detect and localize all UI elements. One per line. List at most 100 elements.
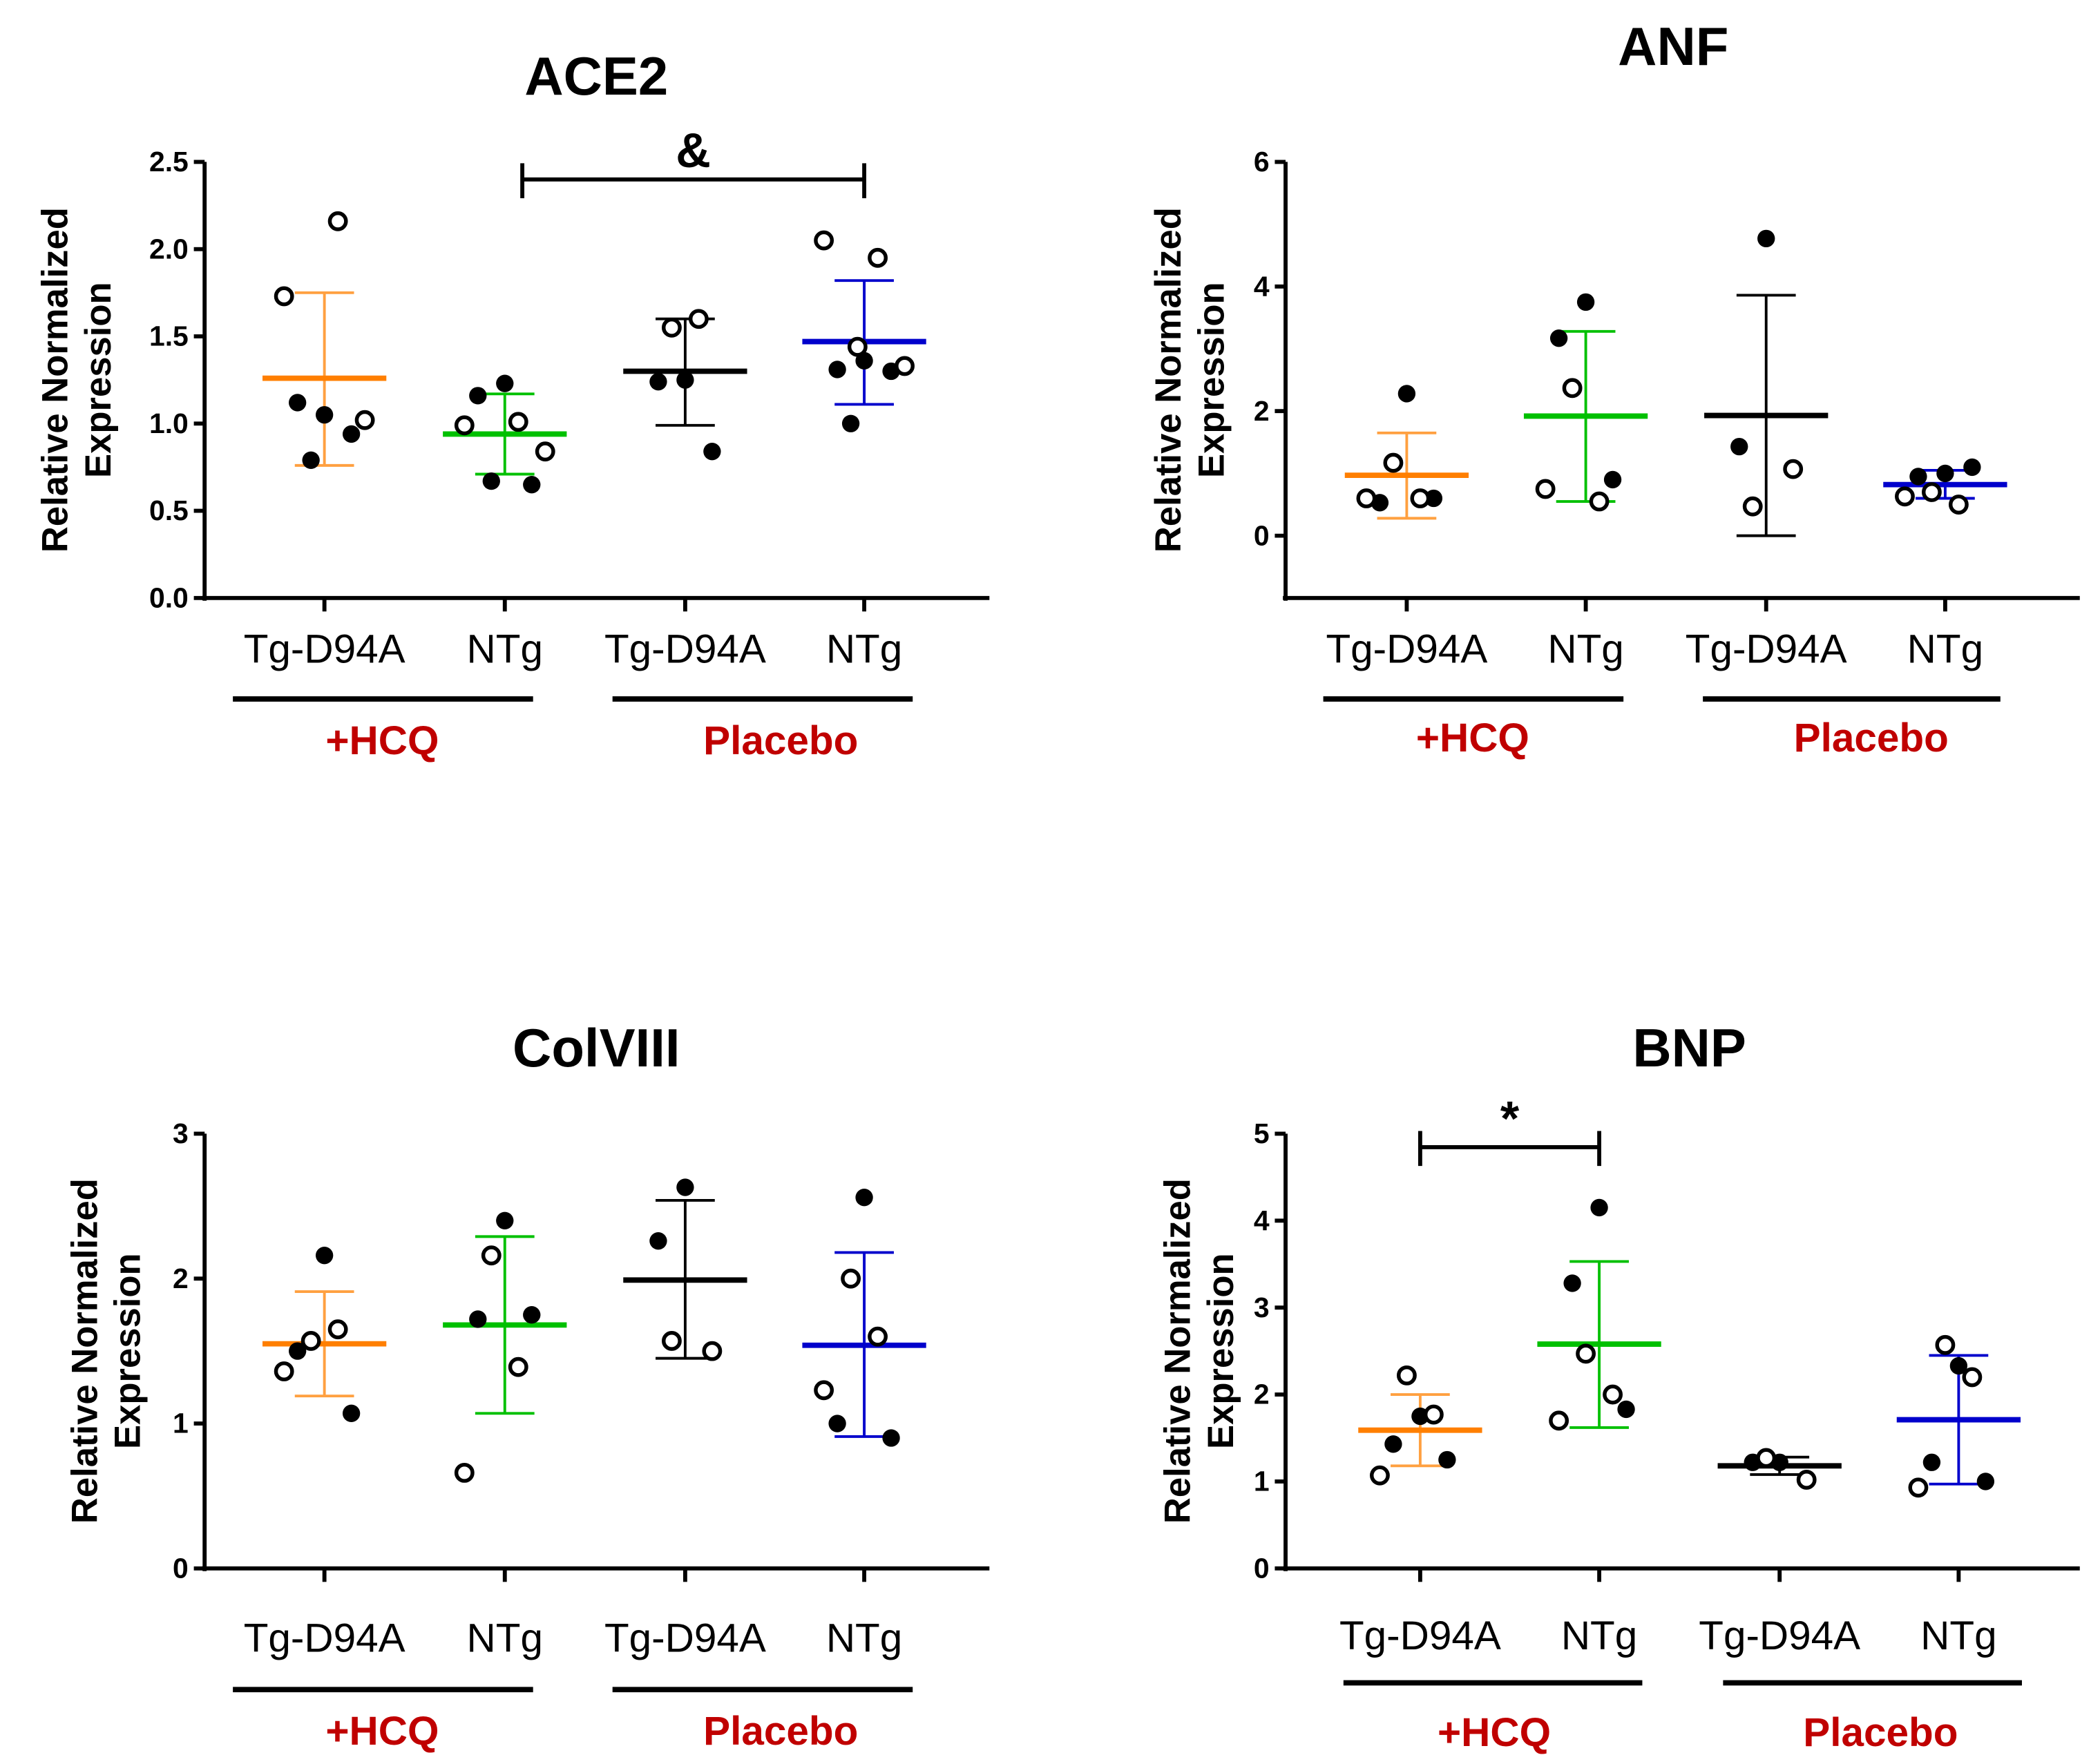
data-point-open — [300, 1331, 321, 1351]
data-point-filled — [1963, 458, 1981, 477]
data-point-open — [1535, 479, 1556, 499]
data-point-open — [868, 247, 888, 268]
category-label: Tg-D94A — [604, 1616, 766, 1661]
series-1 — [443, 1211, 567, 1483]
category-label: Tg-D94A — [1339, 1613, 1501, 1658]
group-label: +HCQ — [325, 1709, 439, 1754]
y-axis-label-line: Relative Normalized — [1158, 1178, 1199, 1524]
data-point-filled — [469, 1310, 487, 1328]
data-point-filled — [523, 1306, 541, 1324]
data-point-open — [895, 356, 915, 376]
data-point-filled — [523, 475, 541, 494]
y-tick-label: 3 — [173, 1118, 189, 1149]
data-point-filled — [649, 372, 667, 391]
category-label: Tg-D94A — [1326, 626, 1487, 671]
data-point-filled — [1438, 1450, 1456, 1469]
data-point-open — [508, 412, 528, 432]
chart-anf: ANF 0 2 4 6 Relative Normalized Expression Tg-D… — [1148, 16, 2080, 760]
category-label: NTg — [1547, 626, 1623, 671]
category-label: Tg-D94A — [1699, 1613, 1860, 1658]
data-point-filled — [482, 472, 500, 490]
group-label: +HCQ — [325, 718, 439, 763]
group-label: Placebo — [1803, 1710, 1958, 1755]
data-point-open — [814, 230, 834, 251]
data-point-filled — [1576, 293, 1595, 311]
y-tick-label: 2 — [173, 1263, 189, 1294]
data-point-open — [1895, 486, 1915, 507]
y-tick-label: 0 — [1254, 519, 1270, 551]
data-point-open — [454, 1462, 475, 1483]
y-axis-label-line: Relative Normalized — [64, 1178, 105, 1524]
series-1 — [1537, 1198, 1661, 1431]
y-axis-label: Relative Normalized Expression — [35, 207, 118, 553]
data-point-open — [508, 1356, 528, 1377]
data-point-filled — [828, 1415, 846, 1432]
y-tick-label: 1 — [1254, 1466, 1270, 1497]
data-point-open — [535, 441, 555, 462]
y-axis-label-line: Expression — [108, 1253, 149, 1449]
data-point-open — [454, 415, 475, 436]
chart-title: BNP — [1632, 1017, 1746, 1078]
y-tick-label: 1 — [173, 1408, 189, 1439]
category-label: NTg — [1920, 1613, 1996, 1658]
category-label: NTg — [467, 626, 543, 671]
y-tick-label: 6 — [1254, 146, 1270, 178]
data-point-filled — [302, 451, 320, 469]
chart-colviii: ColVIII 0 1 2 3 Relative Normalized Expression… — [64, 1017, 990, 1754]
data-point-filled — [676, 371, 694, 389]
y-tick-label: 0 — [173, 1552, 189, 1584]
y-tick-label: 4 — [1254, 270, 1270, 302]
chart-bnp: BNP 0 1 2 3 4 5 Relative Normalized Expression Tg… — [1158, 1017, 2080, 1755]
chart-title: ColVIII — [513, 1017, 680, 1078]
category-label: NTg — [1561, 1613, 1637, 1658]
y-axis-label-line: Relative Normalized — [1148, 207, 1189, 553]
data-point-open — [327, 211, 348, 231]
data-point-open — [1549, 1410, 1569, 1431]
y-tick-label: 0.5 — [149, 495, 189, 526]
data-point-filled — [1549, 329, 1568, 347]
data-point-open — [1935, 1334, 1956, 1355]
series-1 — [1523, 293, 1648, 512]
data-point-filled — [315, 405, 334, 424]
data-point-open — [1908, 1477, 1929, 1498]
data-point-filled — [841, 414, 860, 432]
series-3 — [802, 1189, 926, 1447]
data-point-filled — [1384, 1435, 1402, 1453]
y-axis-label: Relative Normalized Expression — [1148, 207, 1232, 553]
y-tick-label: 4 — [1254, 1205, 1270, 1236]
y-axis-label: Relative Normalized Expression — [64, 1178, 148, 1524]
data-point-filled — [342, 1404, 361, 1423]
data-point-open — [868, 1326, 888, 1347]
y-tick-label: 2 — [1254, 395, 1270, 427]
series-2 — [623, 1178, 747, 1361]
data-point-filled — [828, 361, 846, 378]
series-3 — [802, 230, 926, 432]
significance-label: * — [1500, 1091, 1520, 1145]
group-label: Placebo — [703, 718, 858, 763]
significance-label: & — [676, 123, 711, 178]
data-point-open — [1383, 452, 1404, 473]
group-label: Placebo — [703, 1709, 858, 1754]
data-point-filled — [289, 1342, 307, 1360]
y-tick-label: 1.5 — [149, 320, 189, 352]
data-point-open — [1396, 1365, 1417, 1386]
y-axis-label-line: Relative Normalized — [35, 207, 75, 553]
data-point-filled — [676, 1178, 694, 1196]
series-0 — [262, 1246, 387, 1423]
series-2 — [623, 309, 747, 461]
data-point-open — [841, 1268, 861, 1289]
series-3 — [1896, 1334, 2021, 1498]
data-point-filled — [1617, 1400, 1635, 1419]
data-point-open — [1562, 378, 1583, 399]
data-point-open — [1948, 495, 1969, 515]
series-3 — [1883, 458, 2007, 515]
data-point-filled — [342, 425, 361, 443]
series-2 — [1717, 1448, 1842, 1490]
category-label: Tg-D94A — [244, 1616, 405, 1661]
series-0 — [262, 211, 387, 469]
y-tick-label: 2 — [1254, 1379, 1270, 1410]
y-tick-label: 2.5 — [149, 146, 189, 178]
y-tick-label: 5 — [1254, 1118, 1270, 1149]
data-point-filled — [649, 1232, 667, 1250]
data-point-filled — [496, 374, 514, 392]
